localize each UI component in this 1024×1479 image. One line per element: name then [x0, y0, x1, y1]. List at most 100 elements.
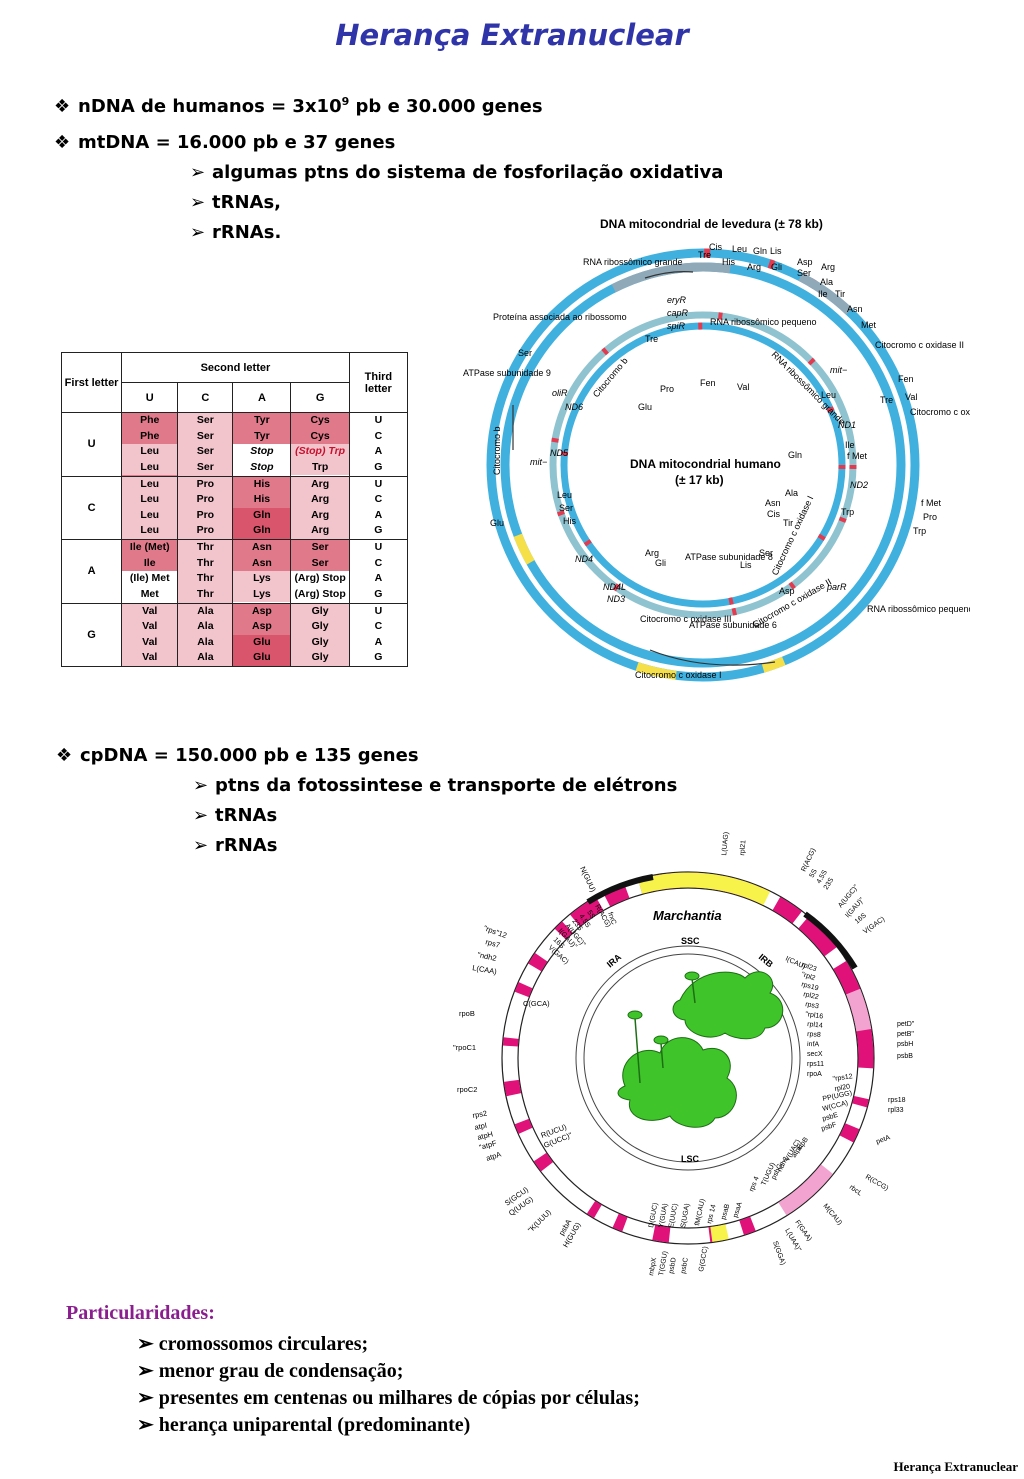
- particularidade-item: ➢ menor grau de condensação;: [137, 1358, 403, 1383]
- gene-label: rpl23: [800, 961, 817, 973]
- amino-acid: Pro: [196, 477, 215, 490]
- third-base: G: [374, 460, 383, 473]
- amino-acid: Thr: [196, 556, 214, 569]
- inner-trna-label: Glu: [638, 402, 652, 412]
- codon-cell: Tyr Tyr Stop Stop: [232, 412, 292, 477]
- amino-acid: Pro: [196, 508, 215, 521]
- amino-acid: Asn: [233, 540, 291, 556]
- first-base: A: [60, 539, 123, 604]
- inner-trna-label: Asn: [765, 498, 781, 508]
- amino-acid: Gly: [311, 604, 329, 617]
- amino-acid: Gly: [311, 651, 329, 664]
- gene-label: rpl21: [739, 840, 747, 856]
- gene-label: rpoA: [807, 1071, 822, 1078]
- gene-label: T(GGU): [658, 1251, 669, 1277]
- arrow-icon: [644, 271, 694, 279]
- arrow-bullet-icon: ➢: [137, 1414, 159, 1436]
- inner-trna-label: Ser: [759, 548, 773, 558]
- amino-acid: Val: [142, 635, 158, 648]
- trna-label: Lis: [770, 246, 782, 256]
- amino-acid: Glu: [233, 650, 291, 666]
- bullet-mtdna-text: mtDNA = 16.000 pb e 37 genes: [78, 132, 396, 153]
- yeast-mtdna-title: DNA mitocondrial de levedura (± 78 kb): [600, 217, 823, 231]
- gene-label: atpH: [476, 1129, 494, 1142]
- inner-trna-label: Fen: [700, 378, 716, 388]
- label-atpase-9: ATPase subunidade 9: [463, 368, 551, 378]
- inner-trna-label: Cis: [767, 509, 780, 519]
- gene-label: rps18: [888, 1097, 906, 1104]
- arrow-bullet-icon: ➢: [137, 1387, 159, 1409]
- label-cox1: Citocromo c oxidase I: [635, 670, 722, 680]
- third-base: A: [374, 572, 383, 585]
- particularidade-item: ➢ herança uniparental (predominante): [137, 1412, 470, 1437]
- gene-label: 5S: [585, 909, 596, 920]
- trna-label: Ala: [820, 277, 833, 287]
- trna-label: Arg: [821, 262, 835, 272]
- arrow-icon: [649, 649, 776, 666]
- second-base: G: [290, 382, 350, 413]
- amino-acid-variant: (Arg) Stop: [291, 586, 349, 603]
- label-glu: Glu: [490, 518, 504, 528]
- codon-cell: Thr Thr Thr Thr: [177, 539, 234, 604]
- mt-sub-1-text: algumas ptns do sistema de fosforilação …: [212, 162, 724, 183]
- amino-acid: Arg: [311, 493, 330, 506]
- mt-sub-1: ➢ algumas ptns do sistema de fosforilação…: [190, 162, 723, 183]
- inner-trna-label: Arg: [645, 548, 659, 558]
- gene-label: C(GCA): [523, 999, 550, 1008]
- amino-acid: Phe: [140, 429, 160, 442]
- cp-sub-3-text: rRNAs: [215, 835, 278, 856]
- bullet-ndna: ❖ nDNA de humanos = 3x109 pb e 30.000 gen…: [54, 95, 543, 117]
- variant-text: (Stop) Trp: [295, 445, 346, 458]
- label-his: His: [563, 516, 576, 526]
- inner-trna-label: f Met: [847, 451, 868, 461]
- trna-label: Tir: [835, 289, 845, 299]
- amino-acid: His: [233, 476, 291, 493]
- amino-acid: Ala: [197, 651, 214, 664]
- gene-label: psbB: [897, 1053, 913, 1060]
- amino-acid: Met: [122, 586, 178, 603]
- amino-acid: Val: [142, 620, 158, 633]
- particularidades-heading: Particularidades:: [66, 1302, 215, 1324]
- cp-sub-2-text: tRNAs: [215, 805, 278, 826]
- gene-label: Y(GUA): [658, 1203, 669, 1228]
- label-trp: Trp: [913, 526, 926, 536]
- human-trna-marks: [549, 311, 857, 619]
- gene-label: rps2: [472, 1109, 488, 1120]
- gene-label: 5S: [809, 868, 819, 879]
- third-base: U: [374, 541, 383, 554]
- label-rna-pequeno-outer: RNA ribossômico pequeno: [867, 604, 970, 614]
- label-nd6: ND6: [565, 402, 583, 412]
- third-letter-header: Third letter: [348, 352, 409, 413]
- particularidade-text: presentes em centenas ou milhares de cóp…: [158, 1387, 640, 1409]
- marchantia-plant-illustration: [617, 971, 784, 1128]
- gene-label: "rpl16: [805, 1011, 824, 1020]
- codon-cell: Val Val Val Val: [121, 602, 179, 667]
- gene-label: rps19: [800, 981, 819, 992]
- codon-cell: Leu Leu Leu Leu: [121, 475, 179, 540]
- particularidade-item: ➢ cromossomos circulares;: [137, 1331, 368, 1356]
- particularidade-text: cromossomos circulares;: [158, 1333, 369, 1355]
- cp-map-circle: [575, 945, 801, 1171]
- gene-label: "rpoC1: [453, 1043, 476, 1052]
- amino-acid: Leu: [140, 508, 160, 521]
- gene-label: rpoB: [459, 1009, 475, 1018]
- first-base: U: [60, 412, 123, 477]
- inner-trna-label: Asp: [779, 586, 795, 596]
- cp-sub-1: ➢ ptns da fotossintese e transporte de el…: [193, 775, 677, 796]
- amino-acid: Asp: [233, 619, 291, 635]
- first-base: C: [60, 475, 123, 540]
- third-base: G: [374, 524, 383, 537]
- amino-acid: Asn: [233, 555, 291, 572]
- label-nd1: ND1: [838, 420, 856, 430]
- amino-acid: Pro: [196, 524, 215, 537]
- gene-label: psbC: [680, 1257, 690, 1274]
- third-base: C: [374, 493, 383, 506]
- label-ery: eryR: [667, 295, 687, 305]
- label-citocromo-b: Citocromo b: [492, 426, 502, 475]
- amino-acid: Thr: [196, 572, 214, 585]
- label-citocromo-c-oxidase-iii: Citocromo c oxidase III: [910, 407, 970, 417]
- mt-sub-2-text: tRNAs,: [212, 192, 282, 213]
- arrow-bullet-icon: ➢: [190, 192, 206, 213]
- amino-acid: Gly: [311, 620, 329, 633]
- label-par: parR: [826, 582, 847, 592]
